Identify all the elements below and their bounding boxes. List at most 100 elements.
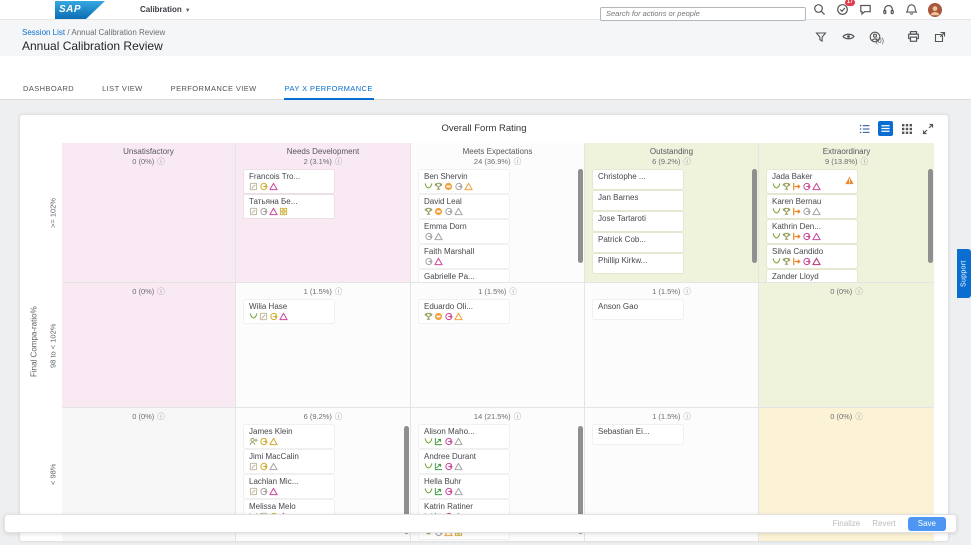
- info-icon[interactable]: ⓘ: [334, 412, 343, 421]
- info-icon[interactable]: ⓘ: [855, 287, 863, 296]
- info-icon[interactable]: ⓘ: [683, 412, 691, 421]
- employee-card[interactable]: Wilia Hase: [244, 300, 334, 323]
- employee-card[interactable]: Andree Durant: [419, 450, 509, 473]
- employee-card[interactable]: Karen Bernau: [767, 195, 857, 218]
- circle-icon: [434, 308, 443, 326]
- employee-card[interactable]: Hella Buhr: [419, 475, 509, 498]
- info-icon[interactable]: ⓘ: [509, 287, 517, 296]
- cell-count: 1 (1.5%) ⓘ: [652, 287, 691, 296]
- loop-icon: [259, 483, 268, 501]
- todo-icon[interactable]: 17: [836, 0, 855, 16]
- employee-card[interactable]: Alison Maho...: [419, 425, 509, 448]
- info-icon[interactable]: ⓘ: [855, 412, 863, 421]
- scrollbar-thumb[interactable]: [404, 426, 409, 534]
- triangle-icon: [812, 228, 821, 246]
- status-icons: [424, 437, 504, 446]
- employee-card[interactable]: Anson Gao: [593, 300, 683, 319]
- rows-view-icon[interactable]: [878, 121, 893, 136]
- form-icon: [249, 203, 258, 221]
- loop-icon: [259, 433, 268, 451]
- search-icon[interactable]: [813, 3, 826, 16]
- employee-card[interactable]: Patrick Cob...: [593, 233, 683, 252]
- trophy-icon: [424, 308, 433, 326]
- employee-card[interactable]: Zander Lloyd: [767, 270, 857, 282]
- triangle-icon: [464, 178, 473, 196]
- employee-card[interactable]: Jose Tartaroti: [593, 212, 683, 231]
- show-hide-eye-icon[interactable]: [842, 30, 855, 43]
- notifications-bell-icon[interactable]: [905, 3, 918, 16]
- info-icon[interactable]: ⓘ: [683, 157, 691, 166]
- feedback-icon[interactable]: [859, 3, 872, 16]
- headset-icon[interactable]: [882, 3, 895, 16]
- employee-card[interactable]: Lachlan Mic...: [244, 475, 334, 498]
- support-tab[interactable]: Support: [957, 249, 971, 298]
- fullscreen-expand-icon[interactable]: [920, 121, 935, 136]
- info-icon[interactable]: ⓘ: [683, 287, 691, 296]
- status-icons: [424, 182, 504, 191]
- info-icon[interactable]: ⓘ: [157, 412, 165, 421]
- form-icon: [249, 483, 258, 501]
- filter-icon[interactable]: [815, 30, 828, 43]
- employee-card[interactable]: Christophe ...: [593, 170, 683, 189]
- info-icon[interactable]: ⓘ: [157, 157, 165, 166]
- employee-card[interactable]: Ben Shervin: [419, 170, 509, 193]
- scrollbar-thumb[interactable]: [578, 169, 583, 263]
- scrollbar-thumb[interactable]: [928, 169, 933, 263]
- employee-card[interactable]: Татьяна Бе...: [244, 195, 334, 218]
- cell-count: 1 (1.5%) ⓘ: [303, 287, 343, 296]
- info-icon[interactable]: ⓘ: [513, 412, 522, 421]
- column-label: Outstanding: [649, 147, 694, 156]
- breadcrumb: Session List / Annual Calibration Review: [22, 28, 165, 37]
- search-input[interactable]: [600, 6, 806, 21]
- save-button[interactable]: Save: [907, 516, 946, 531]
- tab-pay-x-performance[interactable]: PAY X PERFORMANCE: [283, 79, 374, 100]
- card-stack: Ben Shervin David Leal Emma Dorn Faith Mars…: [411, 167, 584, 282]
- tab-dashboard[interactable]: DASHBOARD: [23, 84, 75, 93]
- employee-card[interactable]: Gabrielle Pa...: [419, 270, 509, 282]
- tab-performance-view[interactable]: PERFORMANCE VIEW: [170, 84, 257, 93]
- scrollbar-thumb[interactable]: [578, 426, 583, 534]
- people-icon[interactable]: (0): [869, 30, 893, 45]
- user-avatar[interactable]: [928, 3, 942, 17]
- info-icon[interactable]: ⓘ: [513, 157, 522, 166]
- move-icon: [792, 178, 801, 196]
- employee-card[interactable]: Francois Tro...: [244, 170, 334, 193]
- employee-card[interactable]: Kathrin Den...: [767, 220, 857, 243]
- employee-card[interactable]: Emma Dorn: [419, 220, 509, 243]
- matrix-cell-r1-c4: 0 (0%) ⓘ: [759, 283, 934, 408]
- employee-card[interactable]: Jimi MacCalin: [244, 450, 334, 473]
- grid-view-icon[interactable]: [899, 121, 914, 136]
- employee-card[interactable]: David Leal: [419, 195, 509, 218]
- employee-card[interactable]: Jada Baker: [767, 170, 857, 193]
- employee-card[interactable]: Eduardo Oli...: [419, 300, 509, 323]
- todo-badge: 17: [844, 0, 855, 6]
- export-icon[interactable]: [934, 30, 947, 43]
- matrix-cell-r0-c3: Outstanding 6 (9.2%) ⓘ Christophe ... Jan Ba…: [585, 143, 759, 283]
- info-icon[interactable]: ⓘ: [334, 157, 343, 166]
- matrix-cell-r1-c2: 1 (1.5%) ⓘ Eduardo Oli...: [411, 283, 585, 408]
- list-view-icon[interactable]: [857, 121, 872, 136]
- info-icon[interactable]: ⓘ: [334, 287, 343, 296]
- breadcrumb-current: Annual Calibration Review: [71, 28, 166, 37]
- tab-list-view[interactable]: LIST VIEW: [102, 84, 143, 93]
- employee-card[interactable]: James Klein: [244, 425, 334, 448]
- hands-icon: [424, 483, 433, 501]
- employee-card[interactable]: Silvia Candido: [767, 245, 857, 268]
- finalize-button[interactable]: Finalize: [832, 519, 861, 528]
- status-icons: [424, 487, 504, 496]
- employee-card[interactable]: Jan Barnes: [593, 191, 683, 210]
- print-icon[interactable]: [907, 30, 920, 43]
- employee-card[interactable]: Sebastian Ei...: [593, 425, 683, 444]
- employee-card[interactable]: Phillip Kirkw...: [593, 254, 683, 273]
- info-icon[interactable]: ⓘ: [860, 157, 869, 166]
- employee-card[interactable]: Faith Marshall: [419, 245, 509, 268]
- card-stack: [62, 167, 235, 170]
- revert-button[interactable]: Revert: [872, 519, 896, 528]
- module-menu[interactable]: Calibration ▼: [140, 5, 191, 14]
- info-icon[interactable]: ⓘ: [157, 287, 165, 296]
- scrollbar-thumb[interactable]: [752, 169, 757, 263]
- trophy-icon: [434, 178, 443, 196]
- status-icons: [424, 232, 504, 241]
- cell-count: 24 (36.9%) ⓘ: [473, 157, 522, 166]
- breadcrumb-session-list-link[interactable]: Session List: [22, 28, 66, 37]
